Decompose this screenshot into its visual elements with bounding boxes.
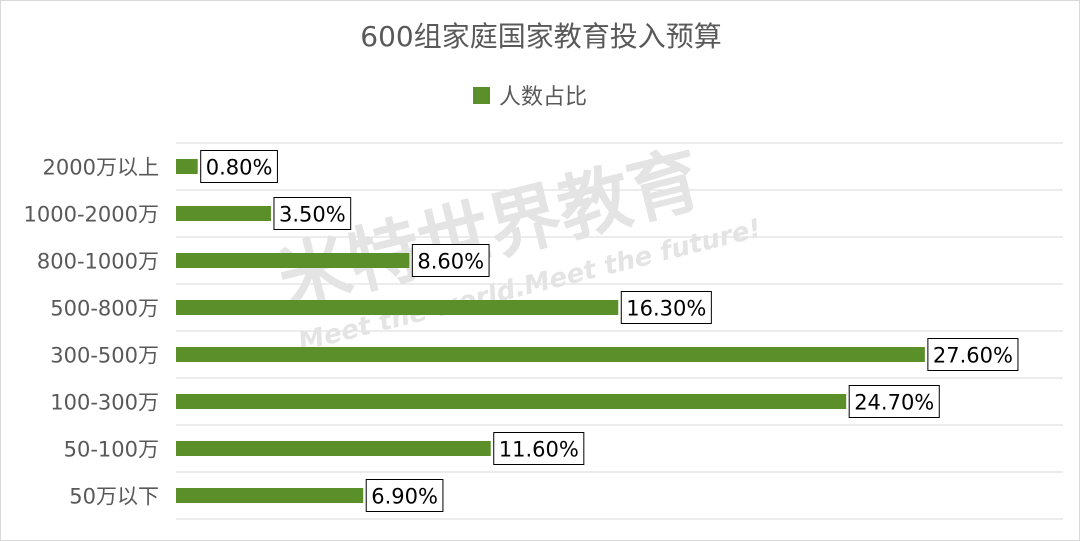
data-label-text: 27.60% — [933, 344, 1013, 368]
category-label: 800-1000万 — [37, 250, 159, 274]
data-labels: 0.80%3.50% 8.60% 16.30% 27.60% 24.70% 11.60% 6… — [200, 150, 1019, 512]
data-label-text: 16.30% — [626, 297, 706, 321]
data-label-box — [200, 150, 278, 183]
bar — [176, 253, 410, 268]
data-label-box — [365, 479, 444, 512]
category-label: 500-800万 — [50, 297, 159, 321]
data-label-box — [848, 385, 940, 418]
legend: 人数占比 — [473, 85, 587, 110]
data-label-text: 6.90% — [371, 485, 438, 509]
data-label-text: 0.80% — [206, 156, 273, 180]
category-label: 2000万以上 — [43, 156, 159, 180]
bar — [176, 441, 491, 456]
bar — [176, 159, 198, 174]
data-label: 6.90% — [365, 479, 444, 512]
legend-swatch — [473, 87, 490, 104]
data-label: 0.80% — [200, 150, 278, 183]
bar — [176, 347, 925, 362]
category-label: 50-100万 — [64, 438, 159, 462]
legend-label: 人数占比 — [499, 85, 587, 110]
category-label: 300-500万 — [50, 344, 159, 368]
data-label-box — [927, 338, 1019, 371]
category-label: 1000-2000万 — [24, 203, 159, 227]
data-label: 8.60% — [411, 244, 490, 277]
watermark: 米特世界教育 Meet the world.Meet the future! — [270, 136, 764, 357]
data-label-text: 8.60% — [417, 250, 484, 274]
category-label: 100-300万 — [50, 391, 159, 415]
data-label-box — [273, 197, 352, 230]
category-axis: 2000万以上 1000-2000万 800-1000万 500-800万 300-50… — [24, 156, 159, 509]
data-label-text: 3.50% — [279, 203, 346, 227]
bar — [176, 394, 847, 409]
data-label: 27.60% — [927, 338, 1019, 371]
bar — [176, 206, 271, 221]
chart-title: 600组家庭国家教育投入预算 — [360, 20, 721, 53]
data-label: 16.30% — [620, 291, 712, 324]
data-label-box — [620, 291, 712, 324]
data-label: 24.70% — [848, 385, 940, 418]
data-label: 11.60% — [493, 432, 585, 465]
data-label: 3.50% — [273, 197, 352, 230]
data-label-box — [493, 432, 585, 465]
bar — [176, 488, 364, 503]
data-label-text: 24.70% — [854, 391, 934, 415]
bar — [176, 300, 619, 315]
gridlines — [176, 142, 1063, 520]
data-label-box — [411, 244, 490, 277]
bars — [176, 159, 925, 503]
category-label: 50万以下 — [69, 485, 159, 509]
data-label-text: 11.60% — [499, 438, 579, 462]
